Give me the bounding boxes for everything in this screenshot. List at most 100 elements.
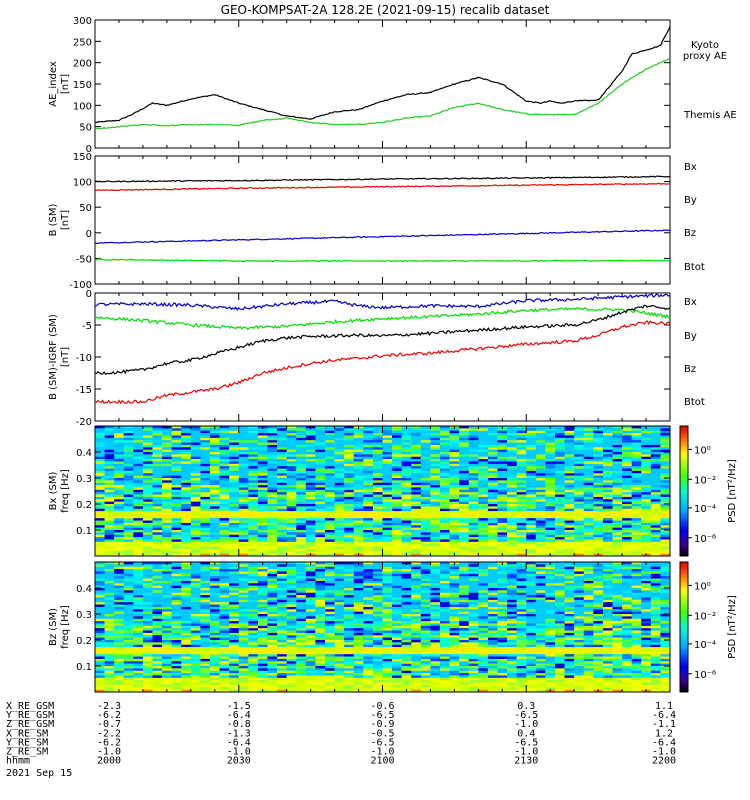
heatmap-cell [487,475,498,479]
heatmap-cell [219,461,230,465]
heatmap-cell [612,508,623,512]
heatmap-cell [574,494,585,498]
heatmap-cell [277,562,287,565]
heatmap-cell [104,447,115,450]
heatmap-cell [593,508,604,512]
heatmap-cell [334,515,345,519]
heatmap-cell [238,546,249,550]
heatmap-cell [507,480,517,484]
heatmap-cell [277,602,287,605]
heatmap-cell [564,530,575,533]
heatmap-cell [123,551,134,554]
heatmap-cell [315,632,326,636]
heatmap-cell [171,597,182,601]
heatmap-cell [660,541,671,545]
heatmap-cell [344,442,355,446]
heatmap-cell [229,466,240,469]
heatmap-cell [190,440,201,443]
heatmap-cell [305,642,316,646]
heatmap-cell [487,426,498,429]
heatmap-cell [190,618,201,622]
heatmap-cell [296,588,307,591]
heatmap-cell [622,428,632,432]
heatmap-cell [325,480,335,484]
heatmap-cell [334,518,345,521]
heatmap-cell [162,599,172,603]
heatmap-cell [650,544,661,547]
heatmap-cell [650,489,661,493]
heatmap-cell [95,689,105,693]
heatmap-cell [526,449,537,453]
heatmap-cell [277,433,287,436]
heatmap-cell [248,578,259,582]
heatmap-cell [238,623,249,627]
heatmap-cell [248,473,259,476]
heatmap-cell [305,449,316,453]
heatmap-cell [257,452,268,455]
heatmap-cell [650,461,661,465]
heatmap-cell [440,468,450,472]
heatmap-cell [440,492,450,495]
heatmap-cell [344,506,355,510]
heatmap-cell [142,504,153,507]
heatmap-cell [286,518,297,521]
heatmap-cell [200,551,211,554]
heatmap-cell [622,506,632,510]
heatmap-cell [210,433,220,436]
heatmap-cell [296,682,307,686]
heatmap-cell [487,487,498,491]
heatmap-cell [305,571,316,575]
legend-label: Themis AE [683,110,737,121]
heatmap-cell [574,534,585,538]
heatmap-cell [190,480,201,484]
heatmap-cell [315,534,326,538]
heatmap-cell [305,585,316,589]
heatmap-cell [325,513,335,517]
heatmap-cell [296,597,307,601]
heatmap-cell [660,504,671,507]
heatmap-cell [248,428,259,432]
heatmap-cell [162,583,172,586]
heatmap-cell [162,569,172,572]
heatmap-cell [248,459,259,462]
heatmap-cell [564,515,575,519]
heatmap-cell [238,499,249,502]
heatmap-cell [200,541,211,545]
heatmap-cell [535,499,546,502]
heatmap-cell [325,525,335,528]
heatmap-cell [248,647,259,650]
heatmap-cell [219,435,230,439]
heatmap-cell [497,447,508,450]
heatmap-cell [305,576,316,579]
heatmap-cell [325,684,335,688]
heatmap-cell [593,489,604,493]
heatmap-cell [219,452,230,455]
heatmap-cell [114,649,125,653]
heatmap-cell [133,673,144,676]
heatmap-cell [133,508,144,512]
heatmap-cell [171,651,182,655]
heatmap-cell [123,630,134,634]
heatmap-cell [277,590,287,594]
heatmap-cell [392,492,402,495]
heatmap-cell [344,499,355,502]
heatmap-cell [181,456,192,460]
heatmap-cell [602,487,613,491]
heatmap-cell [123,504,134,507]
heatmap-cell [133,466,144,469]
heatmap-cell [95,449,105,453]
heatmap-cell [459,546,470,550]
heatmap-cell [248,487,259,491]
heatmap-cell [296,663,307,667]
heatmap-cell [190,592,201,596]
heatmap-cell [286,459,297,462]
heatmap-cell [631,496,642,500]
heatmap-cell [210,496,220,500]
heatmap-cell [210,518,220,521]
heatmap-cell [574,522,585,526]
heatmap-cell [171,485,182,488]
heatmap-cell [660,527,671,531]
heatmap-cell [286,447,297,450]
heatmap-cell [325,590,335,594]
heatmap-cell [660,442,671,446]
